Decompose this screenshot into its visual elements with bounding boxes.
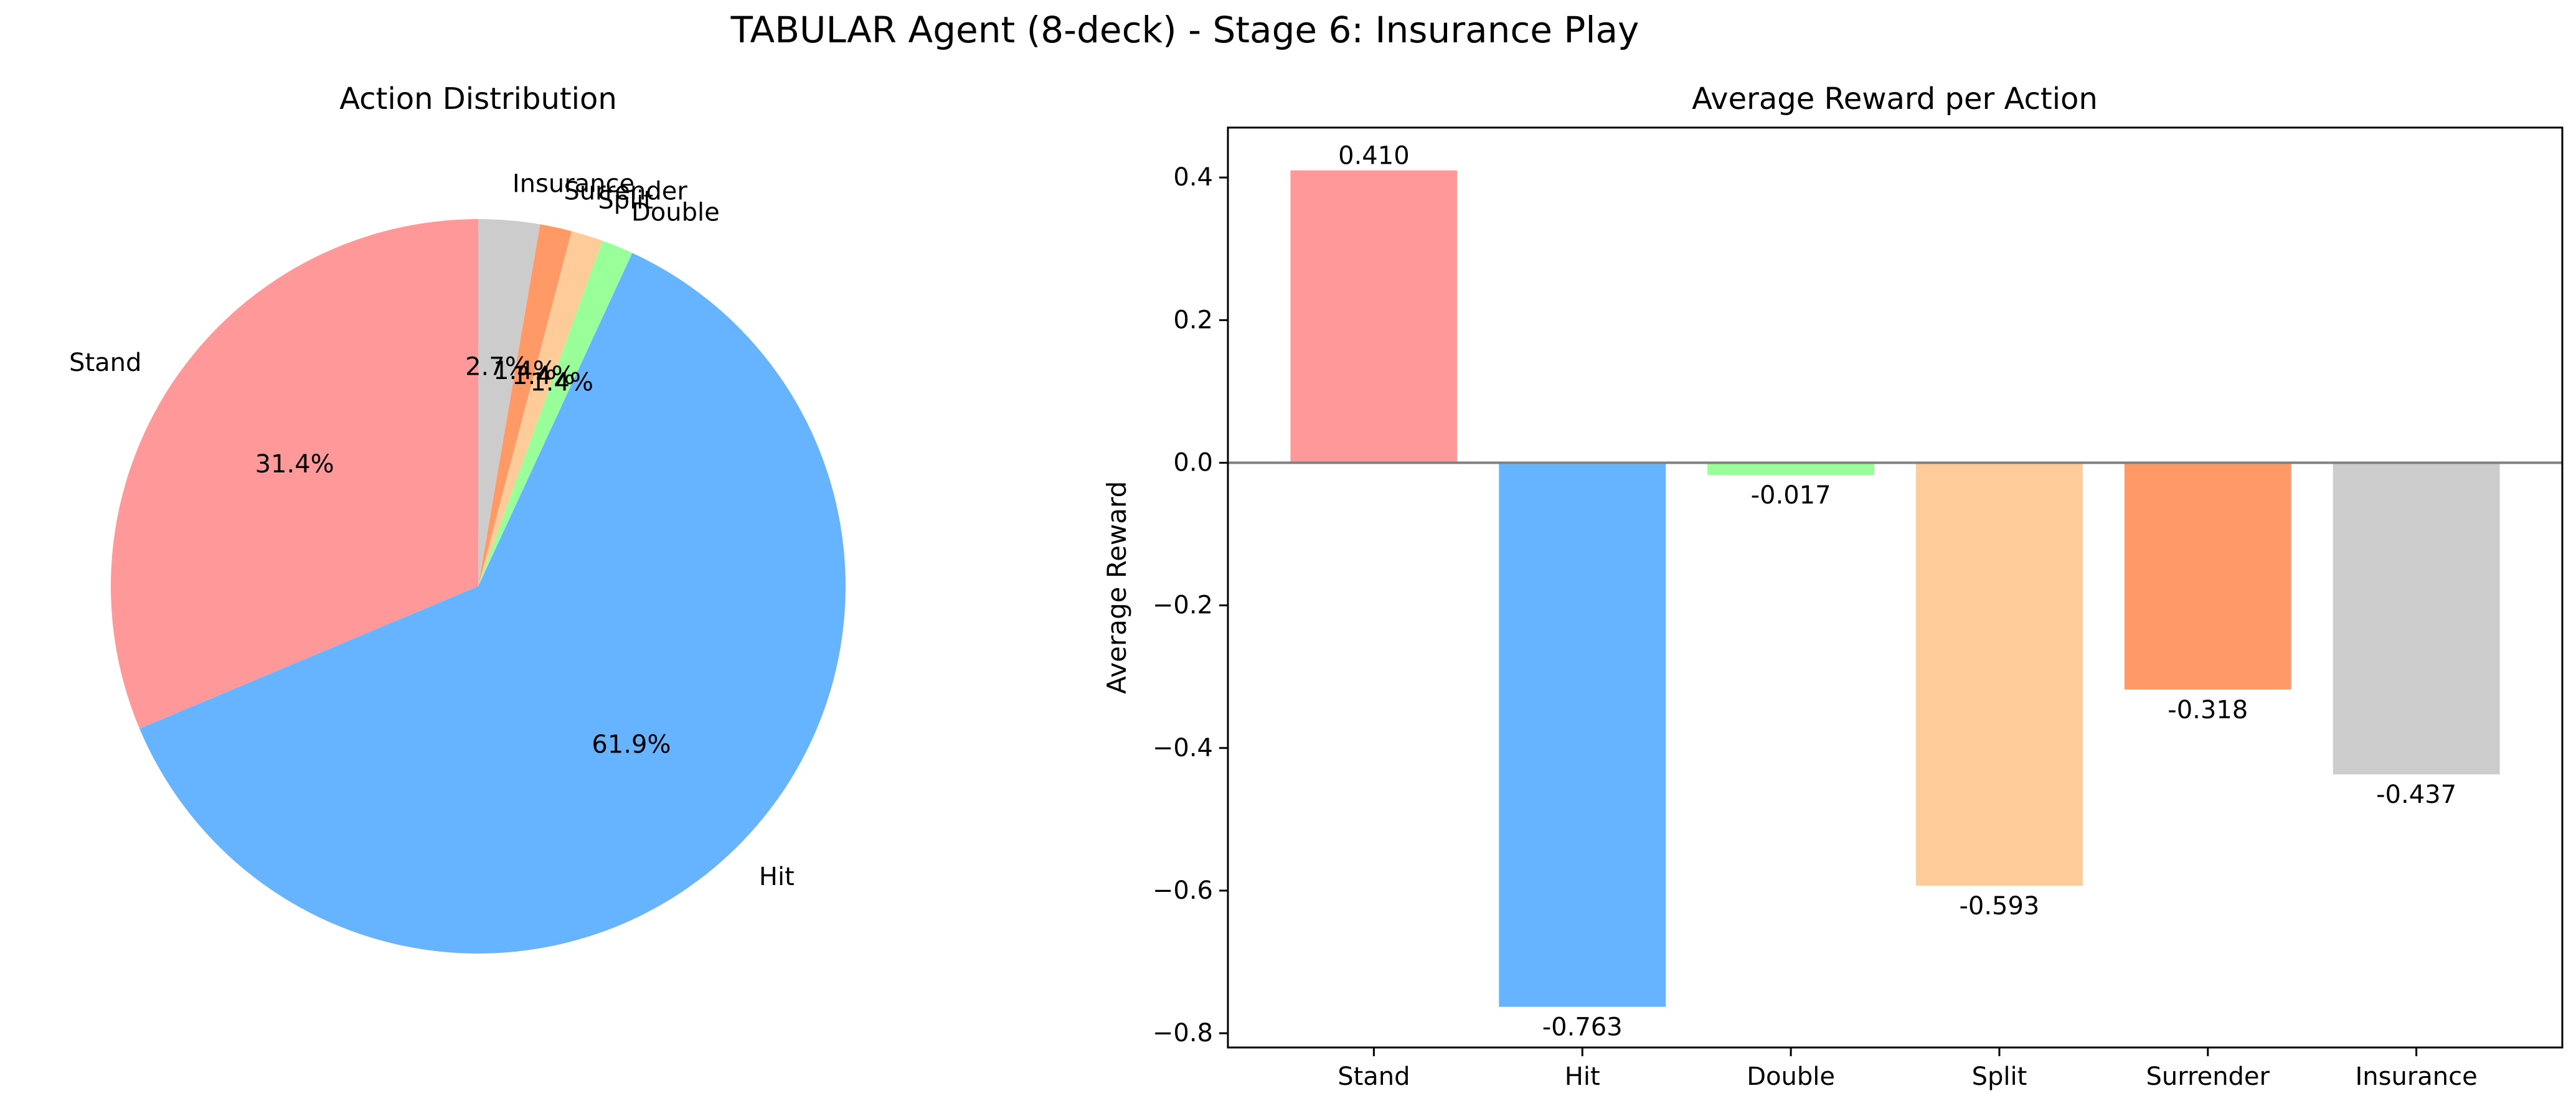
bar-insurance xyxy=(2333,462,2500,775)
x-tick-label-split: Split xyxy=(1972,1062,2027,1091)
bar-value-label-double: -0.017 xyxy=(1751,481,1831,510)
bar-value-label-insurance: -0.437 xyxy=(2376,780,2456,809)
pie-percent-hit: 61.9% xyxy=(592,731,671,759)
y-axis-ticks: 0.4 0.2 0.0 −0.2 −0.4 −0.6 −0.8 xyxy=(1153,163,1228,1047)
pie-slice-double xyxy=(478,240,633,586)
y-tick-label: −0.6 xyxy=(1153,876,1213,905)
x-tick-label-hit: Hit xyxy=(1565,1062,1600,1091)
pie-labels: Stand 31.4% Hit 61.9% Double 1.4% Split 1.4% Sur… xyxy=(69,169,795,891)
bar-hit xyxy=(1499,462,1666,1007)
pie-percent-surrender: 1.4% xyxy=(493,357,557,385)
pie-percent-insurance: 2.7% xyxy=(465,352,529,381)
x-tick-label-stand: Stand xyxy=(1338,1062,1410,1091)
pie-label-surrender: Surrender xyxy=(564,177,687,206)
x-axis-ticks: Stand Hit Double Split Surrender Insurance xyxy=(1338,1047,2478,1091)
pie-chart: Action Distribution Stand 31.4% Hit 61.9% Do… xyxy=(69,82,846,954)
bar-value-label-stand: 0.410 xyxy=(1338,142,1410,171)
bar-double xyxy=(1707,462,1875,475)
pie-label-hit: Hit xyxy=(759,863,795,891)
bar-value-label-hit: -0.763 xyxy=(1542,1013,1623,1042)
pie-slice-surrender xyxy=(478,224,572,586)
y-tick-label: −0.8 xyxy=(1153,1019,1213,1047)
bar-chart: Average Reward per Action 0.4 0.2 0.0 −0.2 −… xyxy=(1102,82,2564,1091)
pie-label-double: Double xyxy=(631,198,720,227)
pie-label-split: Split xyxy=(598,186,653,215)
y-axis-label: Average Reward xyxy=(1102,481,1132,694)
y-tick-label: −0.4 xyxy=(1153,734,1213,762)
bar-split xyxy=(1915,462,2083,886)
bar-series xyxy=(1290,170,2500,1007)
bar-value-label-surrender: -0.318 xyxy=(2168,696,2248,724)
pie-percent-split: 1.4% xyxy=(512,362,575,390)
pie-percent-stand: 31.4% xyxy=(255,450,334,479)
pie-slice-stand xyxy=(111,219,478,729)
pie-label-insurance: Insurance xyxy=(512,169,635,198)
x-tick-label-double: Double xyxy=(1747,1062,1835,1091)
axes-frame xyxy=(1227,126,2564,1049)
bar-value-labels: 0.410 -0.763 -0.017 -0.593 -0.318 -0.437 xyxy=(1338,142,2456,1042)
pie-slice-hit xyxy=(139,253,846,954)
y-tick-label: 0.0 xyxy=(1173,448,1213,477)
figure-suptitle: TABULAR Agent (8-deck) - Stage 6: Insura… xyxy=(730,9,1639,51)
y-tick-label: −0.2 xyxy=(1153,591,1213,620)
pie-percent-double: 1.4% xyxy=(530,368,593,396)
bar-chart-title: Average Reward per Action xyxy=(1692,82,2098,116)
pie-slices xyxy=(111,219,846,954)
bar-stand xyxy=(1290,170,1458,463)
pie-chart-title: Action Distribution xyxy=(339,82,617,116)
bar-value-label-split: -0.593 xyxy=(1959,892,2039,921)
x-tick-label-insurance: Insurance xyxy=(2355,1062,2477,1091)
y-tick-label: 0.2 xyxy=(1173,306,1213,334)
x-tick-label-surrender: Surrender xyxy=(2146,1062,2270,1091)
pie-label-stand: Stand xyxy=(69,349,141,377)
pie-slice-insurance xyxy=(478,219,540,586)
bar-surrender xyxy=(2124,462,2291,690)
y-tick-label: 0.4 xyxy=(1173,163,1213,192)
pie-slice-split xyxy=(478,231,603,586)
